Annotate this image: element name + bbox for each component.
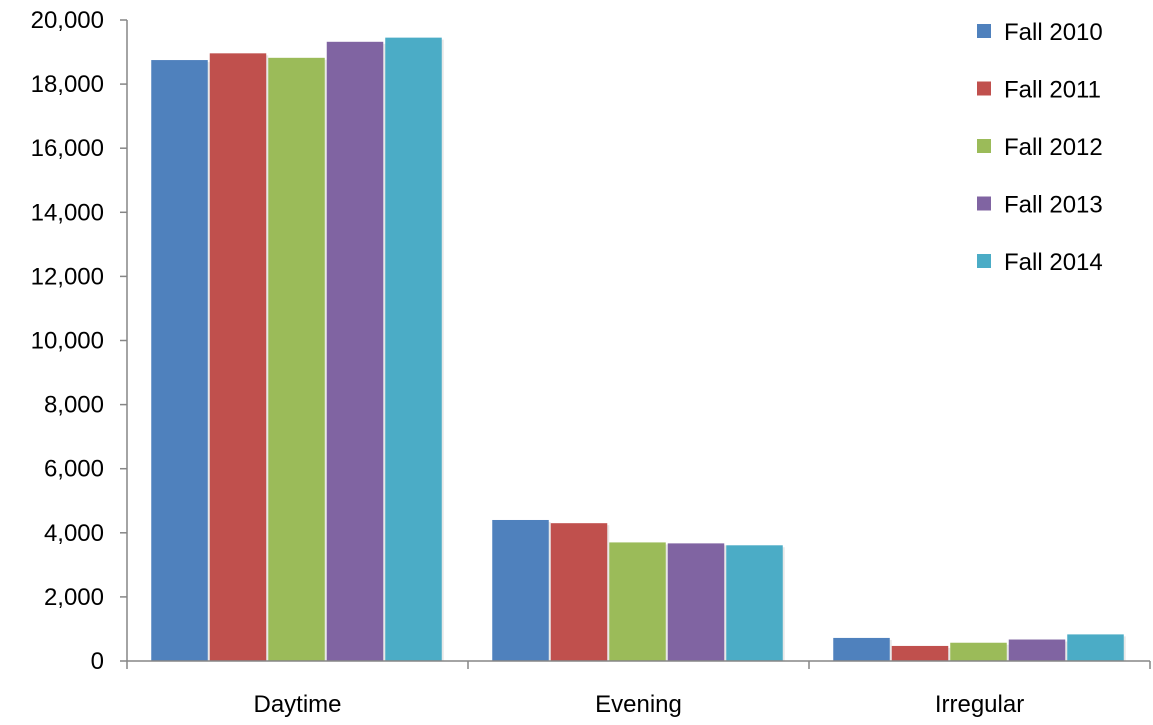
y-tick-label: 2,000 <box>44 584 104 611</box>
bar-evening-fall-2014 <box>726 545 783 661</box>
bar-daytime-fall-2012 <box>268 57 325 662</box>
x-axis-ticks <box>126 661 1151 669</box>
y-tick-label: 16,000 <box>31 135 104 162</box>
x-category-label: Irregular <box>935 691 1024 718</box>
y-tick-label: 18,000 <box>31 71 104 98</box>
legend-label: Fall 2012 <box>1004 134 1103 161</box>
bar-irregular-fall-2011 <box>891 645 949 661</box>
legend: Fall 2010 Fall 2011 Fall 2012 Fall 2013 Fall… <box>977 19 1103 276</box>
legend-label: Fall 2013 <box>1004 192 1103 219</box>
legend-swatch <box>977 139 991 153</box>
y-tick-label: 6,000 <box>44 456 104 483</box>
bar-daytime-fall-2013 <box>326 41 384 661</box>
bar-irregular-fall-2012 <box>950 642 1007 661</box>
bar-irregular-fall-2013 <box>1008 639 1066 661</box>
y-tick-label: 20,000 <box>31 7 104 34</box>
legend-swatch <box>977 196 991 211</box>
bar-evening-fall-2010 <box>492 519 549 661</box>
bar-irregular-fall-2014 <box>1067 634 1124 661</box>
y-tick-label: 0 <box>91 648 104 675</box>
bar-evening-fall-2012 <box>609 542 666 661</box>
bar-evening-fall-2011 <box>550 523 608 661</box>
bar-irregular-fall-2010 <box>833 637 890 661</box>
y-tick-label: 4,000 <box>44 520 104 547</box>
x-category-label: Evening <box>595 691 682 718</box>
y-tick-label: 14,000 <box>31 199 104 226</box>
y-axis-ticks <box>120 19 127 662</box>
y-axis-tick-labels: 0 2,000 4,000 6,000 8,000 10,000 12,000 14,000 1… <box>31 7 104 675</box>
legend-swatch <box>977 24 991 38</box>
legend-label: Fall 2010 <box>1004 19 1103 46</box>
bar-daytime-fall-2014 <box>385 37 442 661</box>
legend-swatch <box>977 81 991 96</box>
legend-label: Fall 2014 <box>1004 249 1103 276</box>
bar-daytime-fall-2011 <box>209 53 267 661</box>
x-axis-category-labels: Daytime Evening Irregular <box>253 691 1024 718</box>
bars-layer <box>151 37 1126 662</box>
bar-evening-fall-2013 <box>667 543 725 661</box>
y-tick-label: 10,000 <box>31 328 104 355</box>
y-tick-label: 12,000 <box>31 263 104 290</box>
y-tick-label: 8,000 <box>44 392 104 419</box>
x-category-label: Daytime <box>253 691 341 718</box>
legend-swatch <box>977 254 991 268</box>
bar-daytime-fall-2010 <box>151 60 208 661</box>
legend-label: Fall 2011 <box>1004 77 1101 104</box>
